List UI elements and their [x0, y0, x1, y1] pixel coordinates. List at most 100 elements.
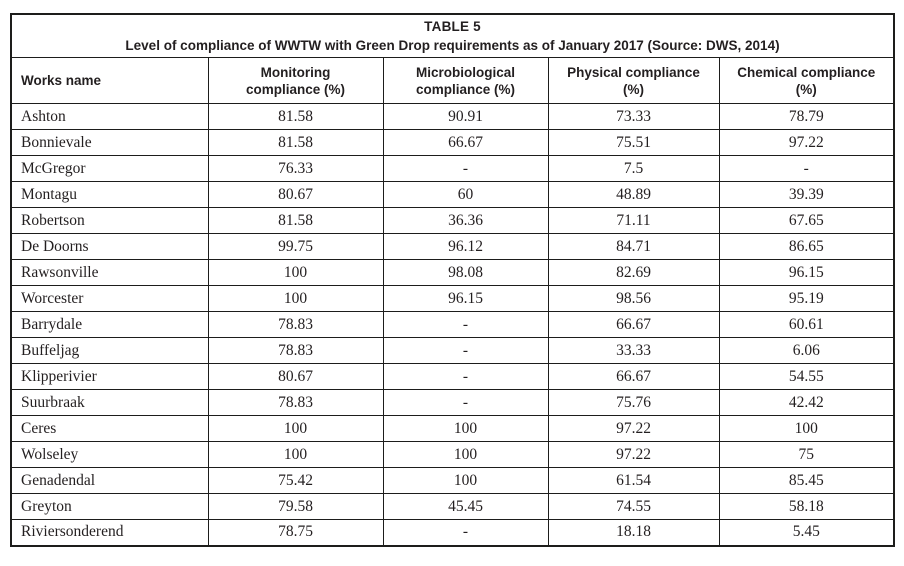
column-header-works-name: Works name	[10, 57, 209, 104]
value-cell: 96.12	[382, 233, 549, 260]
value-cell: 97.22	[547, 415, 720, 442]
value-cell: 81.58	[207, 103, 384, 130]
column-header-monitoring-compliance: Monitoring compliance (%)	[207, 57, 384, 104]
value-cell: 100	[718, 415, 895, 442]
value-cell: 100	[382, 441, 549, 468]
works-name-cell: Bonnievale	[10, 129, 209, 156]
value-cell: 100	[207, 259, 384, 286]
works-name-cell: McGregor	[10, 155, 209, 182]
value-cell: 100	[207, 415, 384, 442]
table-row: McGregor 76.33-7.5-	[10, 155, 895, 182]
column-header-microbiological-compliance: Microbiological compliance (%)	[382, 57, 549, 104]
value-cell: 39.39	[718, 181, 895, 208]
value-cell: 82.69	[547, 259, 720, 286]
value-cell: 95.19	[718, 285, 895, 312]
value-cell: 6.06	[718, 337, 895, 364]
value-cell: 5.45	[718, 519, 895, 546]
works-name-cell: Rawsonville	[10, 259, 209, 286]
value-cell: 60	[382, 181, 549, 208]
value-cell: 100	[382, 467, 549, 494]
value-cell: 75.51	[547, 129, 720, 156]
value-cell: 60.61	[718, 311, 895, 338]
works-name-cell: Buffeljag	[10, 337, 209, 364]
value-cell: 66.67	[382, 129, 549, 156]
value-cell: 73.33	[547, 103, 720, 130]
works-name-cell: Ashton	[10, 103, 209, 130]
value-cell: 97.22	[547, 441, 720, 468]
table-row: Greyton 79.58 45.45 74.55 58.18	[10, 493, 895, 520]
caption-row: TABLE 5 Level of compliance of WWTW with…	[10, 13, 895, 58]
value-cell: 79.58	[207, 493, 384, 520]
table-row: Montagu 80.67 60 48.89 39.39	[10, 181, 895, 208]
table-subtitle: Level of compliance of WWTW with Green D…	[125, 38, 780, 53]
value-cell: -	[718, 155, 895, 182]
value-cell: 42.42	[718, 389, 895, 416]
value-cell: 97.22	[718, 129, 895, 156]
value-cell: 18.18	[547, 519, 720, 546]
value-cell: 78.83	[207, 337, 384, 364]
value-cell: 100	[207, 441, 384, 468]
works-name-cell: Greyton	[10, 493, 209, 520]
value-cell: 80.67	[207, 181, 384, 208]
table-row: Ashton 81.58 90.91 73.33 78.79	[10, 103, 895, 130]
value-cell: 99.75	[207, 233, 384, 260]
value-cell: -	[382, 519, 549, 546]
value-cell: 78.83	[207, 311, 384, 338]
value-cell: -	[382, 311, 549, 338]
works-name-cell: Klipperivier	[10, 363, 209, 390]
value-cell: 90.91	[382, 103, 549, 130]
value-cell: 45.45	[382, 493, 549, 520]
works-name-cell: Ceres	[10, 415, 209, 442]
works-name-cell: Wolseley	[10, 441, 209, 468]
value-cell: 75.42	[207, 467, 384, 494]
table-title: TABLE 5	[424, 19, 481, 34]
value-cell: 81.58	[207, 207, 384, 234]
table-row: Barrydale 78.83-66.67 60.61	[10, 311, 895, 338]
table-row: Worcester 100 96.15 98.56 95.19	[10, 285, 895, 312]
table-row: De Doorns 99.75 96.12 84.71 86.65	[10, 233, 895, 260]
value-cell: 96.15	[718, 259, 895, 286]
table-row: Wolseley 100 100 97.22 75	[10, 441, 895, 468]
table-caption: TABLE 5 Level of compliance of WWTW with…	[10, 13, 895, 58]
works-name-cell: Genadendal	[10, 467, 209, 494]
value-cell: 74.55	[547, 493, 720, 520]
value-cell: 61.54	[547, 467, 720, 494]
value-cell: 71.11	[547, 207, 720, 234]
table-row: Rawsonville 100 98.08 82.69 96.15	[10, 259, 895, 286]
value-cell: 81.58	[207, 129, 384, 156]
table-header-row: Works name Monitoring compliance (%) Mic…	[10, 57, 895, 104]
table-row: Robertson 81.58 36.36 71.11 67.65	[10, 207, 895, 234]
value-cell: 36.36	[382, 207, 549, 234]
table-body: Ashton 81.58 90.91 73.33 78.79 Bonnievale 81.5…	[10, 103, 895, 546]
works-name-cell: Montagu	[10, 181, 209, 208]
value-cell: 98.08	[382, 259, 549, 286]
value-cell: 7.5	[547, 155, 720, 182]
works-name-cell: Robertson	[10, 207, 209, 234]
value-cell: 78.75	[207, 519, 384, 546]
table-row: Bonnievale 81.58 66.67 75.51 97.22	[10, 129, 895, 156]
table-row: Ceres 100 100 97.22 100	[10, 415, 895, 442]
value-cell: 75	[718, 441, 895, 468]
value-cell: 85.45	[718, 467, 895, 494]
value-cell: -	[382, 337, 549, 364]
value-cell: 66.67	[547, 363, 720, 390]
value-cell: 78.79	[718, 103, 895, 130]
value-cell: 66.67	[547, 311, 720, 338]
value-cell: 33.33	[547, 337, 720, 364]
value-cell: 96.15	[382, 285, 549, 312]
column-header-chemical-compliance: Chemical compliance (%)	[718, 57, 895, 104]
works-name-cell: Riviersonderend	[10, 519, 209, 546]
value-cell: 78.83	[207, 389, 384, 416]
works-name-cell: De Doorns	[10, 233, 209, 260]
value-cell: 67.65	[718, 207, 895, 234]
table-row: Genadendal 75.42 100 61.54 85.45	[10, 467, 895, 494]
column-header-physical-compliance: Physical compliance (%)	[547, 57, 720, 104]
value-cell: 100	[382, 415, 549, 442]
value-cell: 100	[207, 285, 384, 312]
value-cell: 80.67	[207, 363, 384, 390]
works-name-cell: Worcester	[10, 285, 209, 312]
value-cell: 54.55	[718, 363, 895, 390]
value-cell: -	[382, 363, 549, 390]
table-row: Suurbraak 78.83-75.76 42.42	[10, 389, 895, 416]
